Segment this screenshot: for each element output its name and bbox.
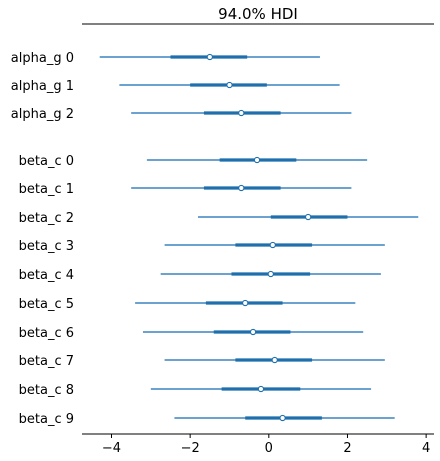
x-tick-label: 0 xyxy=(265,441,273,456)
row-label: beta_c 3 xyxy=(19,239,74,254)
mean-marker xyxy=(271,356,278,364)
mean-marker xyxy=(269,241,276,249)
interval-row: beta_c 7 xyxy=(19,354,385,369)
intervals-group: alpha_g 0 alpha_g 1 alpha_g 2 beta_c 0 beta_… xyxy=(11,51,419,427)
mean-marker xyxy=(267,270,274,278)
row-label: beta_c 6 xyxy=(19,326,74,341)
row-label: beta_c 0 xyxy=(19,154,74,169)
mean-marker xyxy=(238,184,245,192)
interval-row: beta_c 1 xyxy=(19,182,352,197)
interval-row: beta_c 5 xyxy=(19,297,356,312)
x-tick-label: −2 xyxy=(181,441,200,456)
row-label: beta_c 9 xyxy=(19,412,74,427)
interval-row: beta_c 2 xyxy=(19,211,419,226)
x-tick-label: 2 xyxy=(343,441,351,456)
row-label: alpha_g 1 xyxy=(11,79,74,94)
mean-marker xyxy=(257,385,265,393)
mean-marker xyxy=(242,299,249,307)
row-label: beta_c 2 xyxy=(19,211,74,226)
mean-marker xyxy=(253,156,261,164)
row-label: beta_c 8 xyxy=(19,383,74,398)
x-tick-label: −4 xyxy=(102,441,121,456)
interval-row: beta_c 3 xyxy=(19,239,385,254)
interval-row: alpha_g 1 xyxy=(11,79,340,94)
interval-row: alpha_g 2 xyxy=(11,107,352,122)
interval-row: alpha_g 0 xyxy=(11,51,320,66)
x-tick-label: 4 xyxy=(422,441,430,456)
row-label: beta_c 1 xyxy=(19,182,74,197)
x-axis: −4 −2 0 2 4 xyxy=(102,434,430,456)
mean-marker xyxy=(279,414,286,422)
mean-marker xyxy=(226,81,233,89)
mean-marker xyxy=(304,213,312,221)
mean-marker xyxy=(249,328,257,336)
chart-title: 94.0% HDI xyxy=(218,5,298,23)
row-label: alpha_g 2 xyxy=(11,107,74,122)
mean-marker xyxy=(238,109,245,117)
interval-row: beta_c 8 xyxy=(19,383,372,398)
interval-row: beta_c 6 xyxy=(19,326,364,341)
row-label: beta_c 4 xyxy=(19,268,74,283)
row-label: alpha_g 0 xyxy=(11,51,74,66)
interval-row: beta_c 0 xyxy=(19,154,368,169)
row-label: beta_c 5 xyxy=(19,297,74,312)
interval-row: beta_c 9 xyxy=(19,412,395,427)
row-label: beta_c 7 xyxy=(19,354,74,369)
interval-row: beta_c 4 xyxy=(19,268,381,283)
mean-marker xyxy=(206,53,213,61)
